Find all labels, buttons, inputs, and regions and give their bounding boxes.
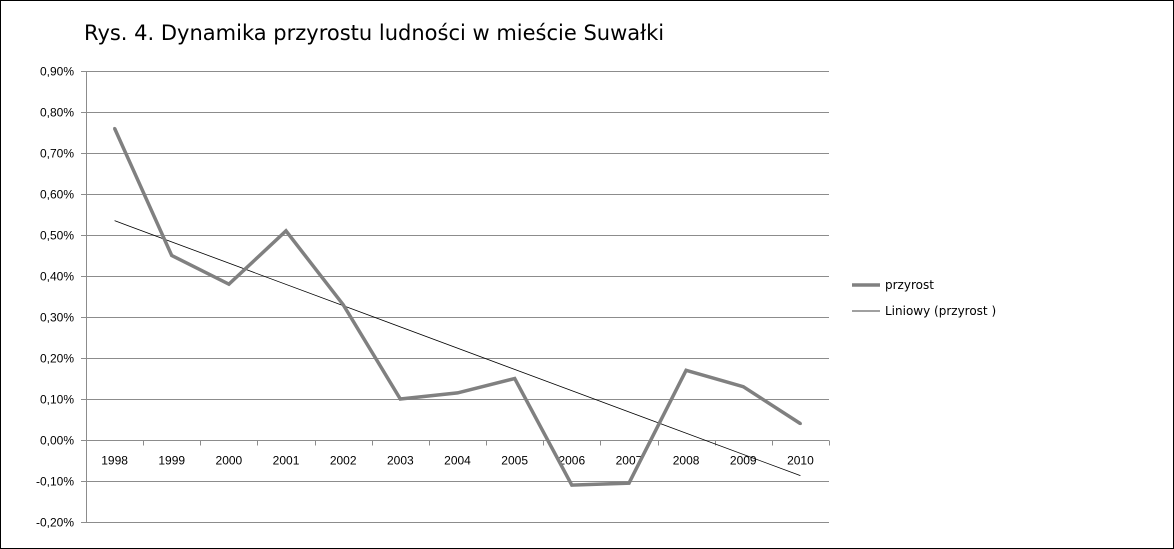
data-point [170, 254, 174, 257]
data-point [113, 126, 117, 130]
x-tick-label: 2003 [387, 454, 414, 468]
x-tick-label: 1999 [158, 454, 185, 468]
legend: przyrost Liniowy (przyrost ) [852, 278, 996, 318]
series-line-przyrost [113, 127, 802, 487]
gridlines [81, 71, 829, 523]
trendline-group [114, 220, 801, 477]
x-tick-label: 2001 [273, 454, 300, 468]
data-point [798, 422, 802, 426]
data-point [627, 481, 631, 485]
y-tick-label: 0,30% [40, 311, 74, 325]
data-point [570, 483, 574, 487]
x-tick-label: 2010 [787, 454, 814, 468]
y-tick-label: 0,80% [40, 106, 74, 120]
chart-title: Rys. 4. Dynamika przyrostu ludności w mi… [84, 21, 664, 45]
y-tick-label: 0,60% [40, 188, 74, 202]
y-tick-label: 0,10% [40, 393, 74, 407]
y-tick-label: 0,40% [40, 270, 74, 284]
legend-label-przyrost: przyrost [885, 278, 934, 292]
legend-label-trendline: Liniowy (przyrost ) [885, 304, 996, 318]
y-tick-label: 0,50% [40, 229, 74, 243]
data-point [341, 303, 345, 307]
x-tick-label: 2005 [501, 454, 528, 468]
trendline [114, 220, 801, 477]
data-point [227, 282, 231, 286]
x-tick-label: 2008 [673, 454, 700, 468]
data-point [513, 377, 517, 380]
x-axis: 1998 1999 2000 2001 2002 2003 2004 2005 2006 2007… [86, 440, 830, 468]
x-tick-label: 2006 [558, 454, 585, 468]
x-tick-label: 2002 [330, 454, 357, 468]
y-axis-tick-labels: -0,20% -0,10% 0,00% 0,10% 0,20% 0,30% 0,40% 0,5… [36, 65, 74, 530]
x-tick-label: 2004 [444, 454, 471, 468]
y-tick-label: 0,00% [40, 434, 74, 448]
y-tick-label: -0,10% [36, 475, 74, 489]
series-group [113, 126, 802, 487]
y-tick-label: 0,90% [40, 65, 74, 79]
x-tick-label: 2009 [730, 454, 757, 468]
data-point [741, 385, 745, 389]
y-tick-label: -0,20% [36, 516, 74, 530]
x-tick-label: 1998 [101, 454, 128, 468]
y-tick-label: 0,20% [40, 352, 74, 366]
data-point [456, 391, 459, 395]
data-point [284, 229, 288, 233]
y-tick-label: 0,70% [40, 147, 74, 161]
x-tick-label: 2000 [216, 454, 243, 468]
data-point [398, 397, 402, 401]
x-tick-label: 2007 [616, 454, 643, 468]
data-point [684, 368, 688, 372]
